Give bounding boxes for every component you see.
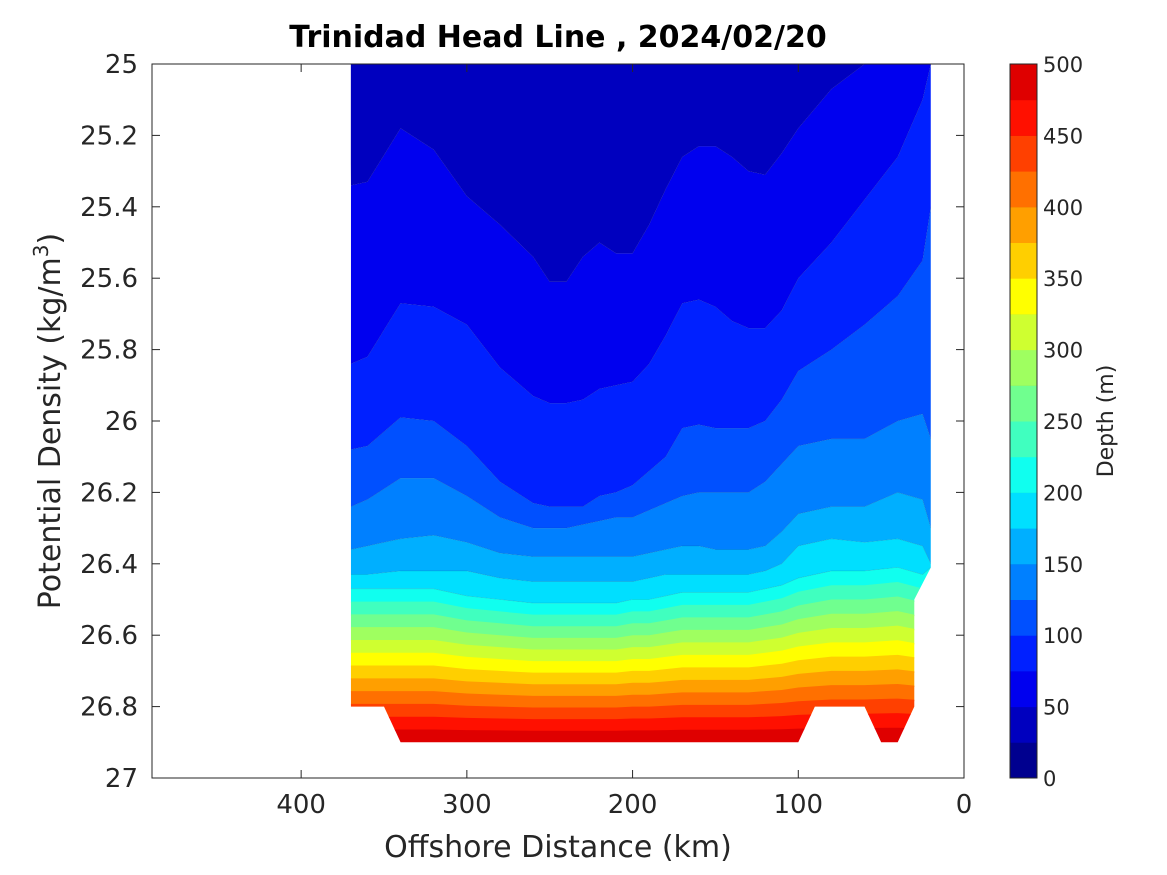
colorbar-segment [1010, 599, 1037, 636]
x-tick-label: 100 [773, 790, 823, 820]
isopycnal-line-200m [350, 567, 931, 604]
contour-band-450m [350, 713, 931, 733]
colorbar-segment [1010, 99, 1037, 136]
isopycnal-line-100m [350, 206, 931, 507]
colorbar-tick-label: 400 [1043, 196, 1083, 220]
colorbar [1009, 63, 1038, 779]
contour-band-275m [350, 611, 931, 651]
contour-band-475m [350, 727, 931, 743]
colorbar-tick-label: 0 [1043, 767, 1056, 791]
colorbar-tick-label: 150 [1043, 553, 1083, 577]
y-tick-label: 25.6 [80, 264, 138, 294]
contour-band-surface [350, 64, 931, 282]
colorbar-tick-label: 350 [1043, 267, 1083, 291]
x-tick-label: 300 [442, 790, 492, 820]
colorbar-ticks: 0 50 100 150 200 250 300 350 400 450 500 [1043, 53, 1083, 791]
contour-band-325m [350, 640, 931, 675]
colorbar-segment [1010, 492, 1037, 529]
colorbar-segment [1010, 242, 1037, 279]
contour-band-50m [350, 64, 931, 404]
y-tick-label: 26 [105, 407, 138, 437]
y-tick-label: 26.4 [80, 550, 138, 580]
y-tick-label: 25 [105, 50, 138, 80]
y-tick-label: 26.8 [80, 693, 138, 723]
colorbar-tick-label: 50 [1043, 696, 1070, 720]
colorbar-segment [1010, 206, 1037, 243]
contour-band-250m [350, 596, 931, 640]
isopycnal-line-125m [350, 413, 931, 529]
contour-band-75m [350, 64, 931, 507]
y-axis-label-superscript: 3 [29, 244, 53, 257]
colorbar-segment [1010, 171, 1037, 208]
contour-band-350m [350, 654, 931, 686]
y-axis-label: Potential Density (kg/m3) [29, 233, 68, 609]
contour-band-200m [350, 567, 931, 617]
colorbar-segment [1010, 135, 1037, 172]
contour-fill-layer [350, 64, 931, 743]
y-tick-label: 25.4 [80, 193, 138, 223]
x-tick-label: 400 [276, 790, 326, 820]
colorbar-tick-label: 450 [1043, 124, 1083, 148]
contour-band-150m [350, 492, 931, 582]
colorbar-border [1009, 63, 1038, 779]
colorbar-segment [1010, 456, 1037, 493]
colorbar-segment [1010, 563, 1037, 600]
colorbar-tick-label: 250 [1043, 410, 1083, 434]
x-tick-label: 0 [956, 790, 973, 820]
colorbar-tick-label: 200 [1043, 481, 1083, 505]
y-axis-ticks: 25 25.2 25.4 25.6 25.8 26 26.2 26.4 26.6 26.8 27 [80, 50, 964, 794]
y-tick-label: 25.2 [80, 121, 138, 151]
colorbar-segment [1010, 385, 1037, 422]
colorbar-tick-label: 100 [1043, 624, 1083, 648]
colorbar-segment [1010, 742, 1037, 779]
colorbar-segment [1010, 706, 1037, 743]
colorbar-segment [1010, 528, 1037, 565]
isopycnal-line-175m [350, 538, 931, 582]
contour-band-125m [350, 413, 931, 557]
y-tick-label: 27 [105, 764, 138, 794]
chart-title: Trinidad Head Line , 2024/02/20 [289, 20, 826, 55]
colorbar-segment [1010, 421, 1037, 458]
colorbar-tick-label: 500 [1043, 53, 1083, 77]
colorbar-segment [1010, 670, 1037, 708]
y-tick-label: 26.6 [80, 621, 138, 651]
y-tick-label: 26.2 [80, 478, 138, 508]
contour-band-300m [350, 625, 931, 663]
x-axis-ticks: 400 300 200 100 0 [276, 64, 972, 820]
colorbar-segment [1010, 313, 1037, 351]
colorbar-segment [1010, 64, 1037, 101]
isopycnal-line-75m [350, 64, 931, 404]
x-axis-label: Offshore Distance (km) [384, 830, 732, 865]
isopycnal-line-150m [350, 492, 931, 557]
colorbar-segment [1010, 349, 1037, 386]
contour-band-425m [350, 698, 931, 721]
y-axis-label-main: Potential Density (kg/m [33, 257, 68, 609]
x-tick-label: 200 [608, 790, 658, 820]
colorbar-segment [1010, 635, 1037, 672]
isopycnal-line-50m [350, 64, 931, 283]
colorbar-tick-label: 300 [1043, 339, 1083, 363]
contour-band-100m [350, 206, 931, 529]
y-axis-label-close: ) [33, 233, 68, 245]
colorbar-label: Depth (m) [1094, 365, 1119, 478]
colorbar-segment [1010, 278, 1037, 315]
contour-band-175m [350, 538, 931, 604]
y-tick-label: 25.8 [80, 336, 138, 366]
contour-band-225m [350, 581, 931, 628]
